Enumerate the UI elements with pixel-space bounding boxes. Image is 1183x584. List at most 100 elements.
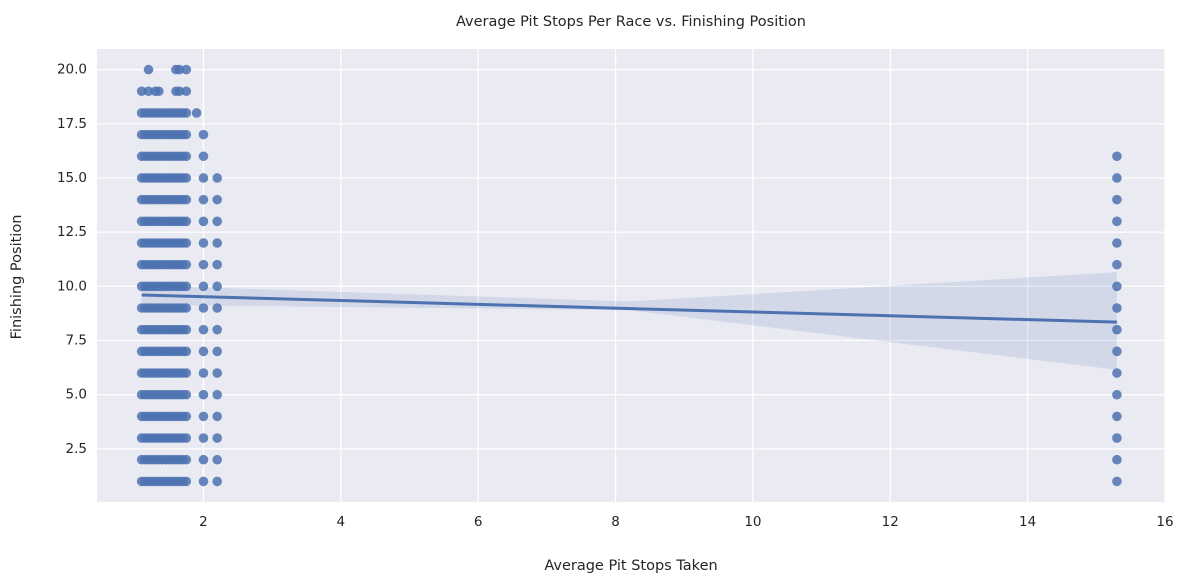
data-point — [140, 216, 150, 227]
data-point — [181, 411, 192, 422]
y-tick-label: 10.0 — [57, 278, 87, 294]
data-point — [174, 346, 185, 357]
data-point — [154, 259, 164, 270]
x-tick-label: 8 — [611, 514, 620, 530]
data-point — [212, 411, 222, 422]
data-point — [160, 411, 171, 422]
data-point — [181, 238, 192, 248]
data-point — [154, 129, 164, 140]
data-point — [140, 129, 150, 140]
data-point — [140, 108, 150, 118]
data-point — [167, 281, 178, 292]
data-point — [140, 194, 150, 205]
data-point — [160, 259, 171, 270]
data-point — [174, 476, 185, 487]
data-point — [198, 238, 209, 248]
y-tick-label: 17.5 — [57, 116, 87, 132]
data-point — [167, 129, 178, 140]
data-point — [181, 151, 192, 162]
data-point — [212, 303, 222, 313]
x-tick-label: 12 — [882, 514, 899, 530]
data-point — [174, 129, 185, 140]
data-point — [1112, 433, 1122, 443]
data-point — [212, 454, 222, 465]
data-point — [154, 433, 164, 443]
x-tick-label: 2 — [199, 514, 208, 530]
data-point — [181, 259, 192, 270]
data-point — [181, 346, 192, 357]
data-point — [1112, 281, 1122, 292]
y-tick-label: 5.0 — [66, 387, 87, 403]
data-point — [147, 346, 157, 357]
data-point — [212, 173, 222, 183]
data-point — [140, 454, 150, 465]
data-point — [154, 324, 164, 335]
data-point — [147, 173, 157, 183]
data-point — [154, 303, 164, 313]
data-point — [1112, 151, 1122, 162]
data-point — [198, 346, 209, 357]
data-point — [212, 216, 222, 227]
data-point — [147, 194, 157, 205]
data-point — [140, 324, 150, 335]
data-point — [160, 303, 171, 313]
data-point — [167, 368, 178, 378]
data-point — [198, 368, 209, 378]
data-point — [160, 216, 171, 227]
data-point — [181, 476, 192, 487]
data-point — [174, 86, 185, 97]
y-tick-label: 7.5 — [66, 333, 87, 349]
data-point — [181, 454, 192, 465]
x-tick-label: 4 — [337, 514, 346, 530]
data-point — [198, 324, 209, 335]
data-point — [140, 173, 150, 183]
data-point — [174, 303, 185, 313]
y-tick-label: 12.5 — [57, 224, 87, 240]
data-point — [212, 194, 222, 205]
data-point — [1112, 476, 1122, 487]
data-point — [191, 108, 202, 118]
data-point — [174, 194, 185, 205]
data-point — [154, 216, 164, 227]
data-point — [167, 389, 178, 400]
data-point — [1112, 324, 1122, 335]
data-point — [198, 194, 209, 205]
data-point — [167, 324, 178, 335]
data-point — [154, 281, 164, 292]
data-point — [174, 216, 185, 227]
x-tick-label: 16 — [1156, 514, 1173, 530]
data-point — [147, 303, 157, 313]
data-point — [198, 389, 209, 400]
confidence-band — [141, 272, 1117, 370]
data-point — [198, 411, 209, 422]
data-point — [181, 324, 192, 335]
data-point — [174, 454, 185, 465]
data-point — [140, 476, 150, 487]
data-point — [167, 411, 178, 422]
data-point — [160, 454, 171, 465]
data-point — [174, 368, 185, 378]
data-point — [154, 173, 164, 183]
data-point — [154, 346, 164, 357]
data-point — [154, 411, 164, 422]
data-point — [1112, 173, 1122, 183]
data-point — [181, 433, 192, 443]
data-point — [212, 324, 222, 335]
data-point — [198, 303, 209, 313]
data-point — [167, 433, 178, 443]
data-point — [1112, 368, 1122, 378]
data-point — [154, 476, 164, 487]
data-point — [154, 86, 164, 97]
data-point — [1112, 411, 1122, 422]
data-point — [147, 238, 157, 248]
data-point — [212, 368, 222, 378]
data-point — [147, 411, 157, 422]
data-point — [140, 433, 150, 443]
data-point — [198, 433, 209, 443]
data-point — [136, 86, 147, 97]
data-point — [160, 194, 171, 205]
data-point — [143, 86, 154, 97]
data-point — [147, 129, 157, 140]
data-point — [212, 389, 222, 400]
confidence-band-area — [141, 272, 1117, 370]
